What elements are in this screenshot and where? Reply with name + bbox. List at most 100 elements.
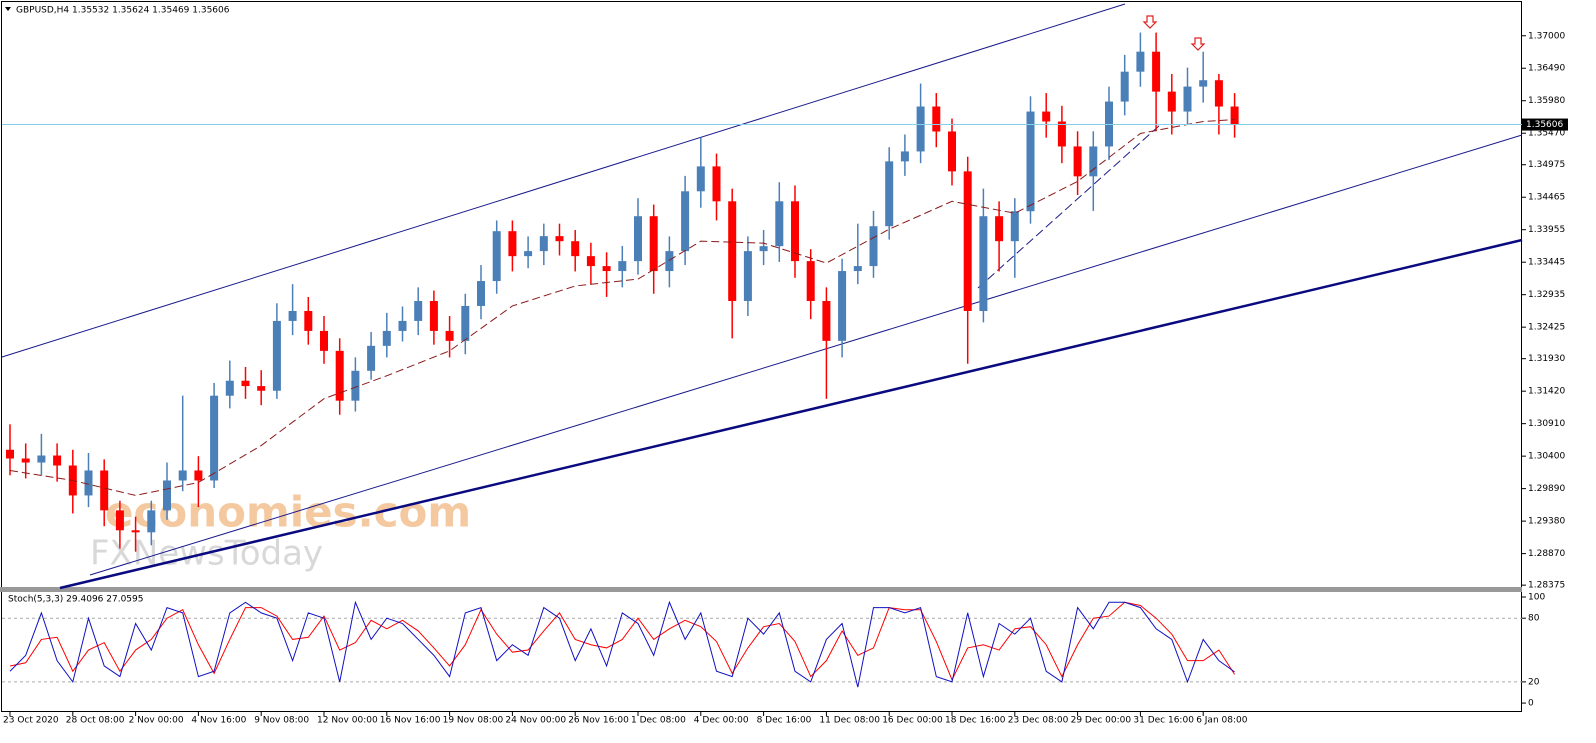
x-tick-label: 12 Nov 00:00 xyxy=(317,716,378,726)
candle-body xyxy=(288,310,297,321)
x-tick-label: 24 Nov 00:00 xyxy=(505,716,566,726)
candle-body xyxy=(728,201,737,301)
candle-body xyxy=(791,201,799,262)
candle-body xyxy=(1167,91,1176,112)
y-tick-label: 1.35980 xyxy=(1528,96,1565,106)
menu-triangle xyxy=(5,7,11,11)
current-price-label: 1.35606 xyxy=(1526,120,1563,130)
candle-body xyxy=(304,310,313,331)
x-tick-label: 1 Dec 08:00 xyxy=(631,716,686,726)
candle-body xyxy=(1120,71,1129,102)
candle-body xyxy=(759,246,768,252)
candle-body xyxy=(37,455,46,463)
channel-middle xyxy=(89,134,1523,576)
stoch-title: Stoch(5,3,3) 29.4096 27.0595 xyxy=(8,595,143,605)
candle-body xyxy=(1073,146,1082,177)
x-tick-label: 23 Oct 2020 xyxy=(3,716,59,726)
candle-body xyxy=(1152,51,1161,92)
candle-body xyxy=(838,271,847,341)
candle-body xyxy=(743,251,752,301)
candle-body xyxy=(853,266,862,272)
x-tick-label: 26 Nov 16:00 xyxy=(568,716,629,726)
y-tick-label: 20 xyxy=(1528,677,1540,687)
candle-body xyxy=(1199,80,1208,87)
trendlines xyxy=(1,3,1523,590)
candle-body xyxy=(320,330,328,351)
candle-body xyxy=(948,131,956,172)
x-tick-label: 16 Nov 16:00 xyxy=(380,716,441,726)
stoch-line xyxy=(9,601,1236,681)
candle-body xyxy=(508,231,517,257)
y-tick-label: 1.29890 xyxy=(1528,484,1565,494)
down-arrow xyxy=(1142,15,1158,29)
candle-body xyxy=(53,455,62,466)
candle-body xyxy=(932,106,941,132)
stoch-line xyxy=(9,600,1235,688)
candle-body xyxy=(775,201,784,247)
candle-body xyxy=(1042,111,1051,122)
candle-body xyxy=(916,106,925,152)
candle-body xyxy=(586,256,595,267)
y-tick-label: 1.30400 xyxy=(1528,452,1565,462)
y-tick-label: 1.34465 xyxy=(1528,193,1565,203)
candle-body xyxy=(618,261,627,272)
y-tick-label: 0 xyxy=(1528,699,1534,709)
x-tick-label: 23 Dec 08:00 xyxy=(1008,716,1069,726)
candle-body xyxy=(1230,106,1239,125)
channel-lower xyxy=(59,238,1523,590)
y-tick-label: 1.31930 xyxy=(1528,354,1565,364)
y-tick-label: 1.30910 xyxy=(1528,419,1565,429)
candle-body xyxy=(194,470,203,481)
candle-body xyxy=(335,350,344,401)
candle-body xyxy=(414,300,423,321)
candle-body xyxy=(1136,51,1145,72)
candle-body xyxy=(602,266,611,272)
candle-body xyxy=(1089,146,1098,177)
candle-body xyxy=(225,380,234,396)
candle-body xyxy=(461,305,470,341)
candle-body xyxy=(555,236,564,242)
x-tick-label: 9 Nov 08:00 xyxy=(254,716,309,726)
candle-body xyxy=(6,449,14,459)
y-tick-label: 100 xyxy=(1528,592,1545,602)
y-tick-label: 1.28375 xyxy=(1528,581,1565,591)
y-tick-label: 1.37000 xyxy=(1528,31,1565,41)
candle-body xyxy=(885,161,894,227)
x-tick-label: 16 Dec 00:00 xyxy=(882,716,943,726)
x-tick-label: 19 Nov 08:00 xyxy=(443,716,504,726)
x-tick-label: 31 Dec 16:00 xyxy=(1133,716,1194,726)
x-tick-label: 11 Dec 08:00 xyxy=(819,716,880,726)
candle-body xyxy=(163,480,171,511)
x-tick-label: 28 Oct 08:00 xyxy=(66,716,125,726)
chart-title: GBPUSD,H4 1.35532 1.35624 1.35469 1.3560… xyxy=(16,6,230,16)
y-tick-label: 1.32935 xyxy=(1528,290,1565,300)
candle-body xyxy=(649,216,658,272)
candle-body xyxy=(900,151,909,162)
y-tick-label: 1.34975 xyxy=(1528,160,1565,170)
candle-body xyxy=(21,458,30,463)
candle-body xyxy=(429,300,438,331)
y-tick-label: 1.32425 xyxy=(1528,323,1565,333)
candle-body xyxy=(84,470,93,496)
candle-body xyxy=(257,386,266,391)
x-tick-label: 6 Jan 08:00 xyxy=(1196,716,1248,726)
candle-body xyxy=(634,216,642,262)
candle-body xyxy=(492,231,501,282)
candle-body xyxy=(822,300,831,341)
candle-body xyxy=(571,241,580,257)
panel-separator xyxy=(0,587,1522,592)
candle-body xyxy=(367,345,376,371)
y-tick-label: 1.33955 xyxy=(1528,225,1565,235)
x-tick-label: 4 Dec 00:00 xyxy=(694,716,749,726)
y-tick-label: 1.29380 xyxy=(1528,517,1565,527)
y-tick-label: 1.28870 xyxy=(1528,549,1565,559)
y-tick-label: 1.35470 xyxy=(1528,129,1565,139)
candle-body xyxy=(665,251,674,272)
candle-body xyxy=(100,470,109,511)
candle-body xyxy=(963,171,972,311)
candle-body xyxy=(681,191,690,252)
candle-body xyxy=(1026,111,1035,212)
candle-body xyxy=(115,510,124,531)
x-tick-label: 2 Nov 00:00 xyxy=(129,716,184,726)
